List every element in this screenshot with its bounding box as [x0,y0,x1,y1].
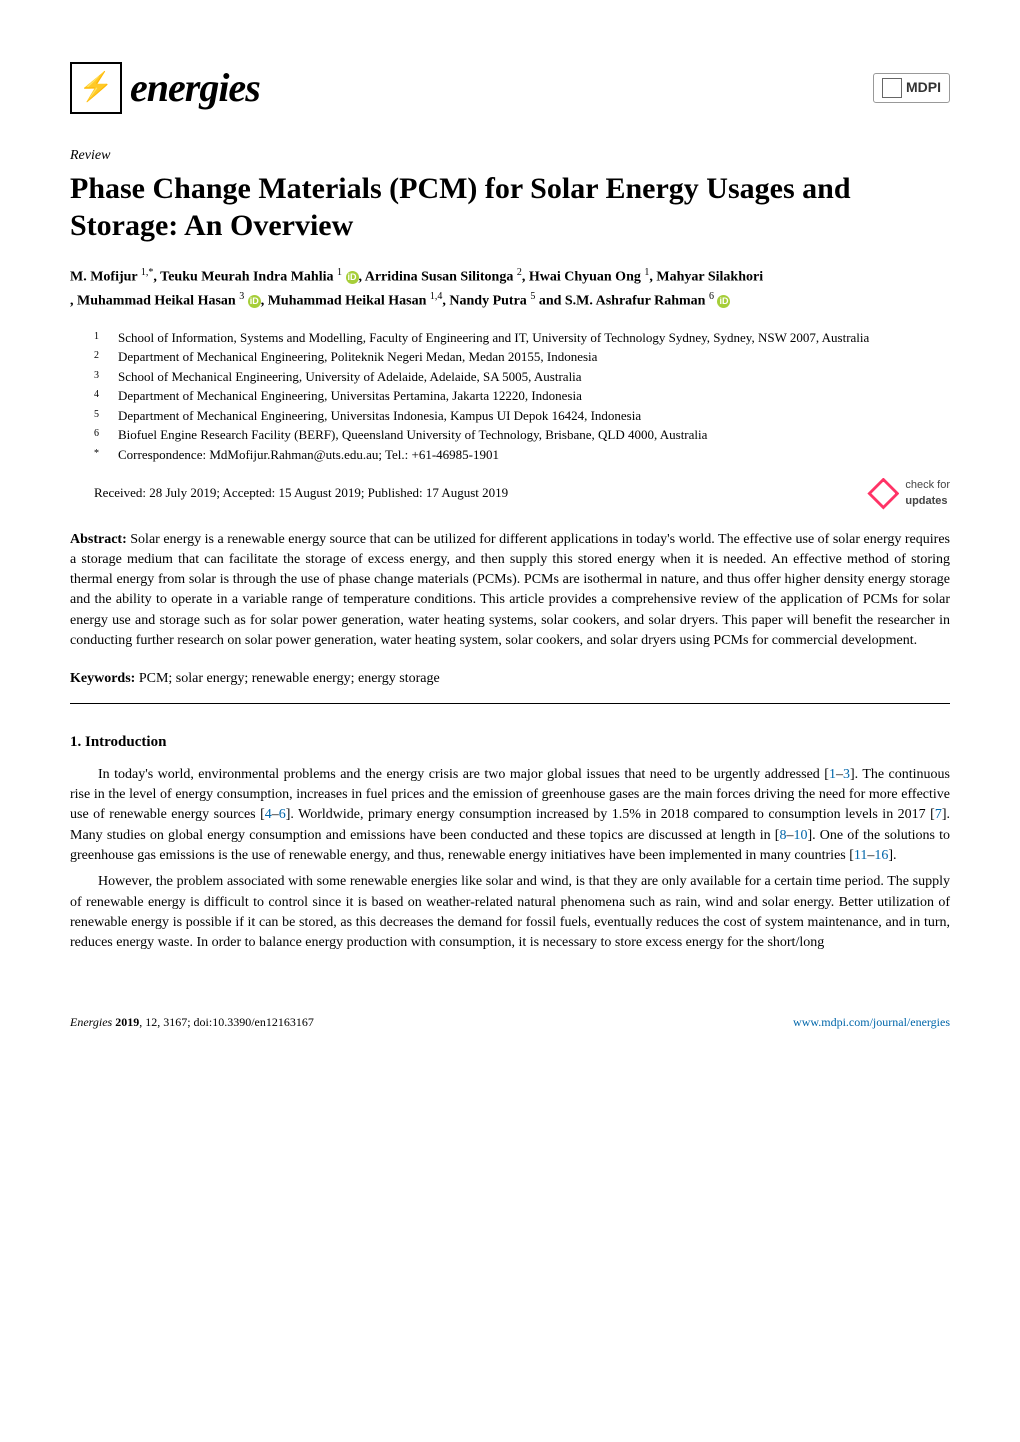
affiliation-row: 2Department of Mechanical Engineering, P… [94,348,950,366]
citation-link[interactable]: 16 [874,848,888,863]
aff-num: 5 [94,407,118,425]
author: , Muhammad Heikal Hasan [70,293,239,308]
aff-num: 6 [94,426,118,444]
author: , Hwai Chyuan Ong [522,269,645,284]
section-rule [70,703,950,704]
affiliation-row: 4Department of Mechanical Engineering, U… [94,387,950,405]
aff-text: School of Mechanical Engineering, Univer… [118,368,950,386]
page-footer: Energies 2019, 12, 3167; doi:10.3390/en1… [70,1014,950,1031]
abstract: Abstract: Solar energy is a renewable en… [70,530,950,652]
publication-dates-row: Received: 28 July 2019; Accepted: 15 Aug… [94,478,950,510]
aff-text: Department of Mechanical Engineering, Po… [118,348,950,366]
aff-num: * [94,446,118,464]
affiliations: 1School of Information, Systems and Mode… [94,329,950,464]
citation-link[interactable]: 6 [279,807,286,822]
mdpi-icon [882,78,902,98]
citation-link[interactable]: 4 [265,807,272,822]
crossmark-icon [867,478,899,510]
orcid-icon[interactable]: iD [346,271,359,284]
author-aff-sup: 1,4 [430,291,443,302]
citation-link[interactable]: 11 [854,848,867,863]
publisher-name: MDPI [906,78,941,98]
body-paragraph: However, the problem associated with som… [70,872,950,953]
citation-link[interactable]: 3 [843,767,850,782]
footer-citation: Energies 2019, 12, 3167; doi:10.3390/en1… [70,1014,314,1031]
aff-text: Department of Mechanical Engineering, Un… [118,387,950,405]
affiliation-row: 6Biofuel Engine Research Facility (BERF)… [94,426,950,444]
author: , Muhammad Heikal Hasan [261,293,430,308]
aff-num: 3 [94,368,118,386]
journal-name: energies [130,60,260,116]
abstract-label: Abstract: [70,532,127,547]
author-list: M. Mofijur 1,*, Teuku Meurah Indra Mahli… [70,265,950,313]
author: , Teuku Meurah Indra Mahlia [153,269,337,284]
author: , Mahyar Silakhori [649,269,763,284]
affiliation-row: *Correspondence: MdMofijur.Rahman@uts.ed… [94,446,950,464]
aff-text: Department of Mechanical Engineering, Un… [118,407,950,425]
check-updates-badge[interactable]: check for updates [867,478,950,510]
section-heading: 1. Introduction [70,732,950,753]
footer-journal-url[interactable]: www.mdpi.com/journal/energies [793,1014,950,1031]
author: and S.M. Ashrafur Rahman [535,293,709,308]
keywords: Keywords: PCM; solar energy; renewable e… [70,669,950,689]
author-aff-sup: 6 [709,291,714,302]
aff-num: 4 [94,387,118,405]
affiliation-row: 1School of Information, Systems and Mode… [94,329,950,347]
citation-link[interactable]: 10 [793,828,807,843]
article-title: Phase Change Materials (PCM) for Solar E… [70,170,950,245]
energies-lightning-icon: ⚡ [70,62,122,114]
citation-link[interactable]: 1 [829,767,836,782]
publication-dates: Received: 28 July 2019; Accepted: 15 Aug… [94,484,508,502]
affiliation-row: 5Department of Mechanical Engineering, U… [94,407,950,425]
publisher-logo: MDPI [873,73,950,103]
keywords-label: Keywords: [70,671,135,686]
author: , Nandy Putra [442,293,530,308]
aff-text: Biofuel Engine Research Facility (BERF),… [118,426,950,444]
journal-url-link[interactable]: www.mdpi.com/journal/energies [793,1015,950,1029]
check-updates-text: check for updates [905,478,950,509]
aff-num: 1 [94,329,118,347]
author: , Arridina Susan Silitonga [359,269,517,284]
author-aff-sup: 1 [337,267,342,278]
author: M. Mofijur [70,269,141,284]
orcid-icon[interactable]: iD [248,295,261,308]
author-aff-sup: 3 [239,291,244,302]
aff-num: 2 [94,348,118,366]
citation-link[interactable]: 7 [935,807,942,822]
lightning-icon: ⚡ [79,68,114,107]
aff-text: School of Information, Systems and Model… [118,329,950,347]
page-header: ⚡ energies MDPI [70,60,950,116]
journal-logo: ⚡ energies [70,60,260,116]
aff-text: Correspondence: MdMofijur.Rahman@uts.edu… [118,446,950,464]
body-paragraph: In today's world, environmental problems… [70,765,950,866]
keywords-text: PCM; solar energy; renewable energy; ene… [135,671,439,686]
abstract-text: Solar energy is a renewable energy sourc… [70,532,950,648]
article-type: Review [70,146,950,166]
orcid-icon[interactable]: iD [717,295,730,308]
affiliation-row: 3School of Mechanical Engineering, Unive… [94,368,950,386]
